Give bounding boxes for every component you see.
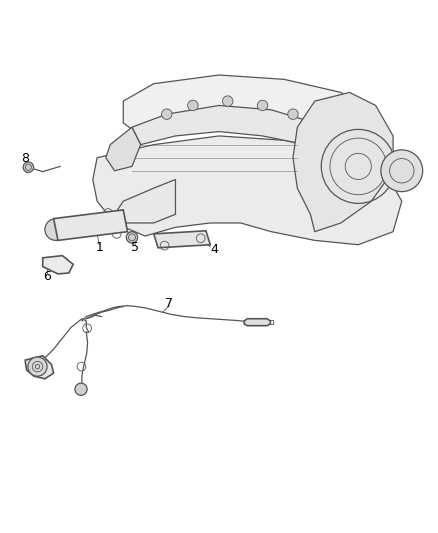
Circle shape (57, 222, 72, 237)
Polygon shape (154, 231, 210, 248)
Text: 7: 7 (165, 297, 173, 310)
Circle shape (45, 219, 67, 240)
Text: 5: 5 (131, 241, 139, 254)
Polygon shape (132, 106, 315, 144)
Circle shape (28, 357, 47, 376)
Text: 8: 8 (21, 152, 29, 165)
Polygon shape (244, 319, 270, 326)
Circle shape (187, 100, 198, 111)
Polygon shape (25, 356, 53, 379)
Circle shape (75, 383, 87, 395)
Polygon shape (123, 75, 371, 136)
Polygon shape (43, 256, 73, 274)
Text: 1: 1 (95, 241, 103, 254)
Polygon shape (106, 127, 141, 171)
Circle shape (223, 96, 233, 107)
Polygon shape (53, 210, 127, 240)
Circle shape (257, 100, 268, 111)
Polygon shape (93, 136, 402, 245)
Circle shape (23, 162, 34, 173)
Circle shape (288, 109, 298, 119)
Circle shape (162, 109, 172, 119)
Circle shape (381, 150, 423, 192)
Text: 4: 4 (211, 244, 219, 256)
Text: 6: 6 (43, 270, 51, 282)
Polygon shape (293, 92, 393, 232)
Polygon shape (115, 180, 176, 223)
Circle shape (126, 232, 138, 243)
